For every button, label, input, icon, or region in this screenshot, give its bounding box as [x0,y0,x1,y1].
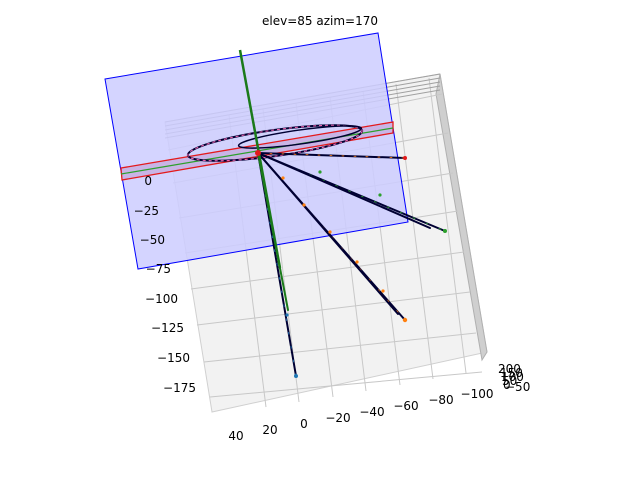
y-tick-label: −175 [163,381,196,395]
x-tick-label: −60 [393,399,418,413]
y-tick-label: −50 [140,233,165,247]
x-tick-label: −20 [325,411,350,425]
x-tick-label: 0 [300,417,308,431]
x-tick-label: −80 [428,393,453,407]
x-tick-label: 20 [262,423,277,437]
x-tick-label: −100 [461,387,494,401]
y-tick-label: −100 [145,292,178,306]
x-tick-label: 40 [228,429,243,443]
y-tick-label: −125 [151,321,184,335]
x-tick-label: −40 [359,405,384,419]
chart-title: elev=85 azim=170 [262,14,378,28]
y-tick-label: −25 [134,204,159,218]
z-tick-label: −50 [505,380,530,394]
y-tick-label: −75 [146,262,171,276]
y-tick-label: −150 [157,351,190,365]
y-tick-label: 0 [144,174,152,188]
